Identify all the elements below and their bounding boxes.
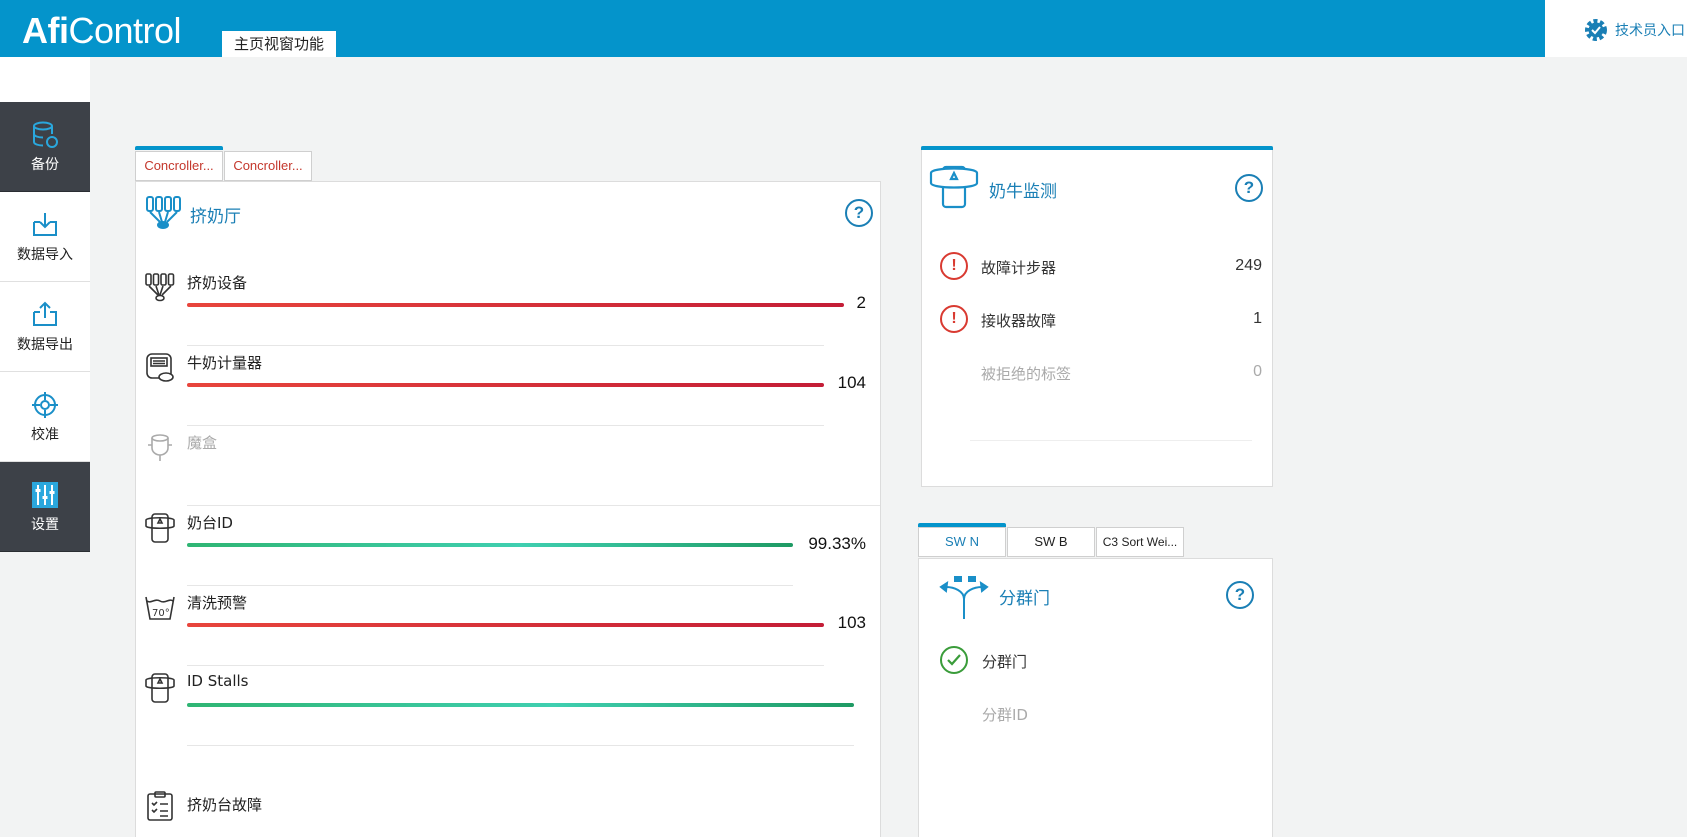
row-divider: [187, 425, 824, 426]
clipboard-icon: [147, 791, 173, 821]
database-icon: [33, 121, 58, 148]
milk-meter-count: 104: [837, 373, 866, 392]
cow-monitor-accent: [921, 146, 1273, 150]
sorting-gate-title: 分群门: [999, 589, 1050, 609]
milking-equipment-bar: [187, 303, 844, 307]
monitor-divider: [970, 440, 1252, 441]
row-divider: [187, 585, 793, 586]
sidebar-item-label: 校准: [31, 426, 59, 443]
cow-monitor-help-icon[interactable]: ?: [1235, 174, 1263, 202]
row-label-magic-box: 魔盒: [187, 434, 218, 452]
gear-icon: [1585, 19, 1607, 41]
parlor-tab-indicator: [135, 146, 223, 150]
sorting-label-gate: 分群门: [982, 653, 1028, 671]
technician-entry-button[interactable]: 技术员入口: [1583, 17, 1685, 43]
id-stalls-icon: [145, 673, 175, 703]
tab-sw-n[interactable]: SW N: [918, 527, 1006, 557]
sidebar-item-export[interactable]: 数据导出: [0, 282, 90, 372]
row-label-wash-alert: 清洗预警: [187, 594, 248, 612]
app-logo: AfiControl: [22, 10, 182, 51]
wash-70-icon: 70°: [145, 596, 175, 620]
magic-box-icon: [148, 434, 172, 461]
sorting-tab-indicator: [918, 523, 1006, 527]
id-stalls-bar: [187, 703, 854, 707]
stall-id-icon: [145, 513, 175, 543]
wash-alert-count: 103: [837, 613, 866, 632]
svg-text:70°: 70°: [152, 608, 170, 619]
sidebar-item-label: 数据导出: [17, 336, 73, 353]
technician-entry-label: 技术员入口: [1615, 23, 1685, 39]
error-icon: !: [940, 252, 968, 280]
tab-main-window[interactable]: 主页视窗功能: [222, 31, 337, 57]
check-icon: [940, 646, 968, 674]
row-divider: [187, 345, 824, 346]
sorting-gate-help-icon[interactable]: ?: [1226, 581, 1254, 609]
row-label-id-stalls: ID Stalls: [187, 672, 249, 690]
monitor-label-faulty-pedometer: 故障计步器: [981, 259, 1057, 277]
sorting-label-id: 分群ID: [982, 706, 1028, 724]
sidebar-item-label: 设置: [31, 516, 59, 533]
row-label-milk-meter: 牛奶计量器: [187, 354, 263, 372]
sorting-gate-icon: [939, 576, 989, 619]
import-icon: [33, 212, 57, 236]
top-header: AfiControl 主页视窗功能: [0, 0, 1687, 57]
milking-parlor-icon: [146, 196, 181, 229]
milking-equipment-count: 2: [856, 293, 866, 312]
tab-controller-2[interactable]: Concroller...: [224, 151, 312, 181]
tab-sw-b[interactable]: SW B: [1007, 527, 1095, 557]
sidebar-item-backup[interactable]: 备份: [0, 102, 90, 192]
monitor-label-receiver-fault: 接收器故障: [981, 312, 1057, 330]
export-icon: [33, 301, 57, 326]
error-icon: !: [940, 305, 968, 333]
stall-id-bar: [187, 543, 793, 547]
sidebar-item-import[interactable]: 数据导入: [0, 192, 90, 282]
cow-tag-icon: [929, 165, 979, 209]
crosshair-icon: [32, 391, 58, 418]
row-label-stall-id: 奶台ID: [187, 514, 233, 532]
sliders-icon: [32, 481, 58, 508]
sorting-gate-card: 分群门 ? 分群门 分群ID: [918, 558, 1273, 837]
sidebar-item-label: 数据导入: [17, 246, 73, 263]
parlor-help-icon[interactable]: ?: [845, 199, 873, 227]
monitor-value-faulty-pedometer: 249: [1235, 257, 1262, 274]
milk-meter-icon: [146, 353, 174, 382]
milk-meter-bar: [187, 383, 824, 387]
cow-monitor-card: 奶牛监测 ? ! 故障计步器 249 ! 接收器故障 1 被拒绝的标签 0: [921, 146, 1273, 487]
tab-controller-1[interactable]: Concroller...: [135, 151, 223, 181]
sidebar-item-calibrate[interactable]: 校准: [0, 372, 90, 462]
sidebar: 备份 数据导入 数据导出 校准 设置: [0, 102, 90, 552]
milking-equipment-icon: [145, 273, 175, 302]
sidebar-spacer: [0, 57, 90, 102]
parlor-title: 挤奶厅: [190, 207, 241, 227]
monitor-value-rejected-tags: 0: [1253, 363, 1262, 380]
row-label-stall-fault: 挤奶台故障: [187, 796, 263, 814]
row-divider: [187, 505, 880, 506]
sidebar-item-settings[interactable]: 设置: [0, 462, 90, 552]
row-divider: [187, 745, 854, 746]
row-divider: [187, 665, 824, 666]
row-label-milking-equipment: 挤奶设备: [187, 274, 248, 292]
monitor-label-rejected-tags: 被拒绝的标签: [981, 365, 1072, 383]
wash-alert-bar: [187, 623, 824, 627]
sidebar-item-label: 备份: [31, 156, 59, 173]
tech-area: [1545, 0, 1687, 57]
monitor-value-receiver-fault: 1: [1253, 310, 1262, 327]
tab-c3-sort-weight[interactable]: C3 Sort Wei...: [1096, 527, 1184, 557]
cow-monitor-title: 奶牛监测: [989, 182, 1057, 202]
parlor-card: 挤奶厅 ? 挤奶设备 2 牛奶计量器 104 魔盒 奶台ID 99.33% 70…: [135, 181, 881, 837]
stall-id-percent: 99.33%: [808, 534, 866, 553]
